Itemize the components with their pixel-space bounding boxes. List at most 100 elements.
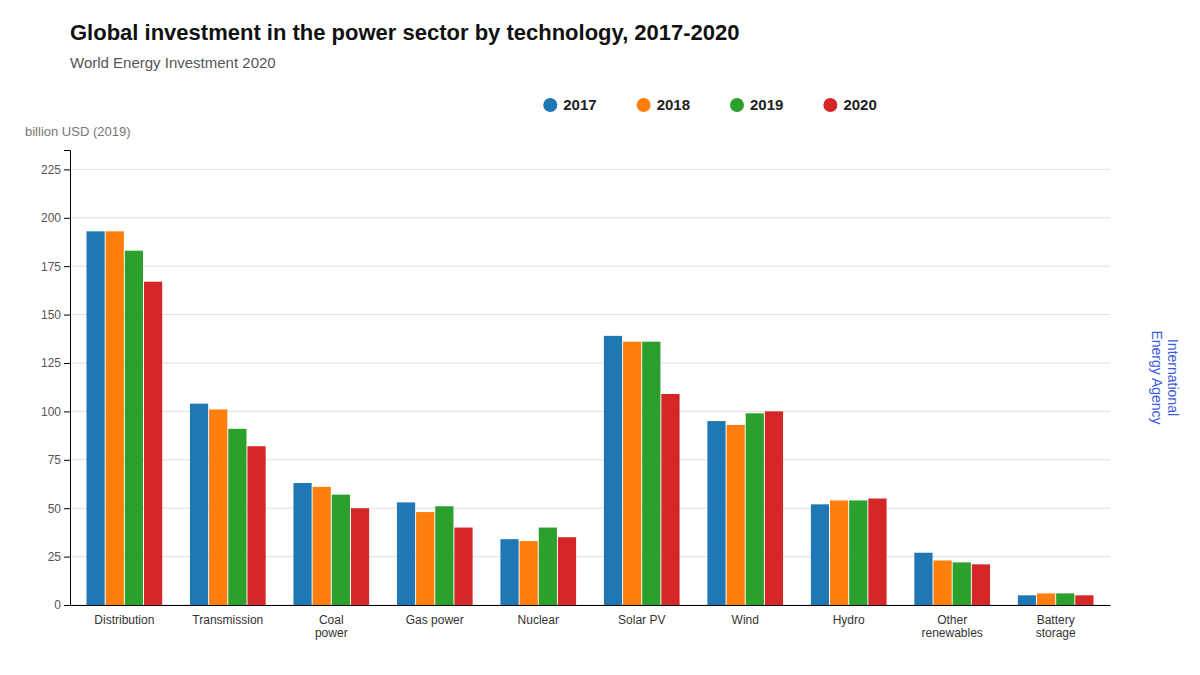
legend-label: 2017 [563, 96, 596, 113]
bar [811, 504, 829, 605]
bar [247, 446, 265, 605]
y-tick-mark [64, 218, 70, 219]
bar [144, 282, 162, 605]
legend-label: 2020 [843, 96, 876, 113]
y-tick-label: 75 [48, 453, 62, 467]
bar-series [144, 282, 1094, 605]
bar [765, 411, 783, 605]
bar [86, 231, 104, 605]
x-tick-label: Hydro [833, 613, 865, 627]
legend-marker [637, 98, 651, 112]
bar [351, 508, 369, 605]
x-tick-label-line: Wind [732, 613, 759, 627]
bar [746, 413, 764, 605]
bar-series [106, 231, 1056, 605]
x-tick: Solar PV [618, 613, 665, 627]
y-tick-label: 25 [48, 550, 62, 564]
y-tick-mark [64, 315, 70, 316]
y-tick: 0 [54, 598, 70, 612]
bar [1075, 595, 1093, 605]
y-tick: 100 [41, 405, 70, 419]
grid-line [70, 362, 1110, 363]
x-tick: Batterystorage [1036, 613, 1076, 641]
bar [1037, 593, 1055, 605]
x-tick-label-line: Transmission [192, 613, 263, 627]
grid [70, 169, 1110, 605]
chart: Global investment in the power sector by… [0, 0, 1200, 675]
annotation: InternationalEnergy Agency [1149, 330, 1182, 424]
subtitle: World Energy Investment 2020 [70, 54, 276, 71]
x-tick-label: Transmission [192, 613, 263, 627]
y-tick: 150 [41, 308, 70, 322]
legend-marker [730, 98, 744, 112]
x-tick: Nuclear [518, 613, 559, 627]
grid-line [70, 266, 1110, 267]
legend-item: 2020 [823, 96, 876, 113]
x-tick-label-line: Nuclear [518, 613, 559, 627]
grid-line [70, 314, 1110, 315]
bar [539, 528, 557, 605]
bar [727, 425, 745, 605]
bar [228, 429, 246, 605]
y-tick-mark [64, 169, 70, 170]
y-tick-label: 125 [41, 356, 61, 370]
x-tick-label-line: Other [937, 613, 967, 627]
x-tick-label-line: renewables [922, 626, 983, 640]
y-tick-label: 200 [41, 211, 61, 225]
x-tick: Otherrenewables [922, 613, 983, 641]
bar [209, 409, 227, 605]
bar [332, 495, 350, 605]
x-tick: Gas power [406, 613, 464, 627]
bar [558, 537, 576, 605]
bar [416, 512, 434, 605]
bar [914, 553, 932, 605]
x-tick-label: Nuclear [518, 613, 559, 627]
grid-line [70, 217, 1110, 218]
legend-marker [823, 98, 837, 112]
legend: 2017201820192020 [543, 96, 877, 113]
x-tick: Coalpower [315, 613, 348, 641]
bar [623, 342, 641, 605]
y-tick: 75 [48, 453, 70, 467]
bar [849, 500, 867, 605]
bar [707, 421, 725, 605]
x-tick-label-line: Hydro [833, 613, 865, 627]
bar-series [125, 251, 1075, 605]
x-tick-label: Otherrenewables [922, 613, 983, 641]
bar [397, 502, 415, 605]
y-tick-mark [64, 508, 70, 509]
y-tick-mark [64, 363, 70, 364]
y-axis: 0 25 50 75 100 125 150 175 200 225 [41, 151, 71, 613]
x-tick-label: Solar PV [618, 613, 665, 627]
legend-marker [543, 98, 557, 112]
y-tick-label: 225 [41, 163, 61, 177]
bar [313, 487, 331, 605]
x-tick-label-line: Coal [319, 613, 344, 627]
y-tick: 50 [48, 502, 70, 516]
x-tick-label: Gas power [406, 613, 464, 627]
x-tick-label-line: Gas power [406, 613, 464, 627]
y-tick: 125 [41, 356, 70, 370]
bar [830, 500, 848, 605]
x-tick: Hydro [833, 613, 865, 627]
y-tick-mark [64, 605, 70, 606]
bars [86, 231, 1093, 605]
x-tick-label-line: Battery [1037, 613, 1075, 627]
bar-series [86, 231, 1036, 605]
bar [293, 483, 311, 605]
bar [972, 564, 990, 605]
bar [1018, 595, 1036, 605]
y-tick-label: 175 [41, 260, 61, 274]
title: Global investment in the power sector by… [70, 20, 740, 45]
y-tick: 175 [41, 260, 70, 274]
x-tick-label-line: Distribution [94, 613, 154, 627]
bar [500, 539, 518, 605]
y-tick-label: 50 [48, 502, 62, 516]
bar [934, 560, 952, 605]
bar [125, 251, 143, 605]
bar [953, 562, 971, 605]
bar [661, 394, 679, 605]
x-tick: Wind [732, 613, 759, 627]
bar [454, 528, 472, 605]
y-tick-mark [64, 460, 70, 461]
